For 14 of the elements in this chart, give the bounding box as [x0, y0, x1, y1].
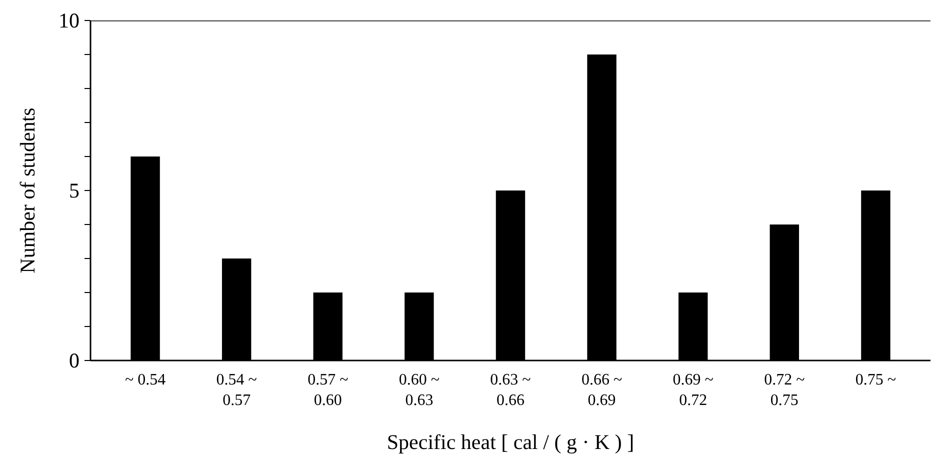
y-tick-label: 5 [69, 178, 80, 202]
x-tick-label: 0.54 ~ 0.57 [216, 372, 258, 409]
x-tick-label: 0.57 ~ 0.60 [308, 372, 349, 409]
x-tick-label: 0.69 ~ 0.72 [672, 372, 714, 409]
y-axis-title: Number of students [16, 108, 40, 274]
x-tick-label: 0.66 ~ 0.69 [581, 372, 622, 409]
y-tick-label: 0 [69, 348, 80, 372]
x-tick-label: 0.75 ~ [855, 372, 896, 388]
y-tick-label: 10 [58, 8, 80, 32]
x-tick-label: 0.72 ~ 0.75 [764, 372, 806, 409]
x-tick-label: 0.63 ~ 0.66 [490, 372, 532, 409]
x-axis-title: Specific heat [ cal / ( g · K ) ] [386, 430, 634, 454]
x-tick-label: ~ 0.54 [124, 372, 166, 388]
x-tick-label: 0.60 ~ 0.63 [398, 372, 440, 409]
